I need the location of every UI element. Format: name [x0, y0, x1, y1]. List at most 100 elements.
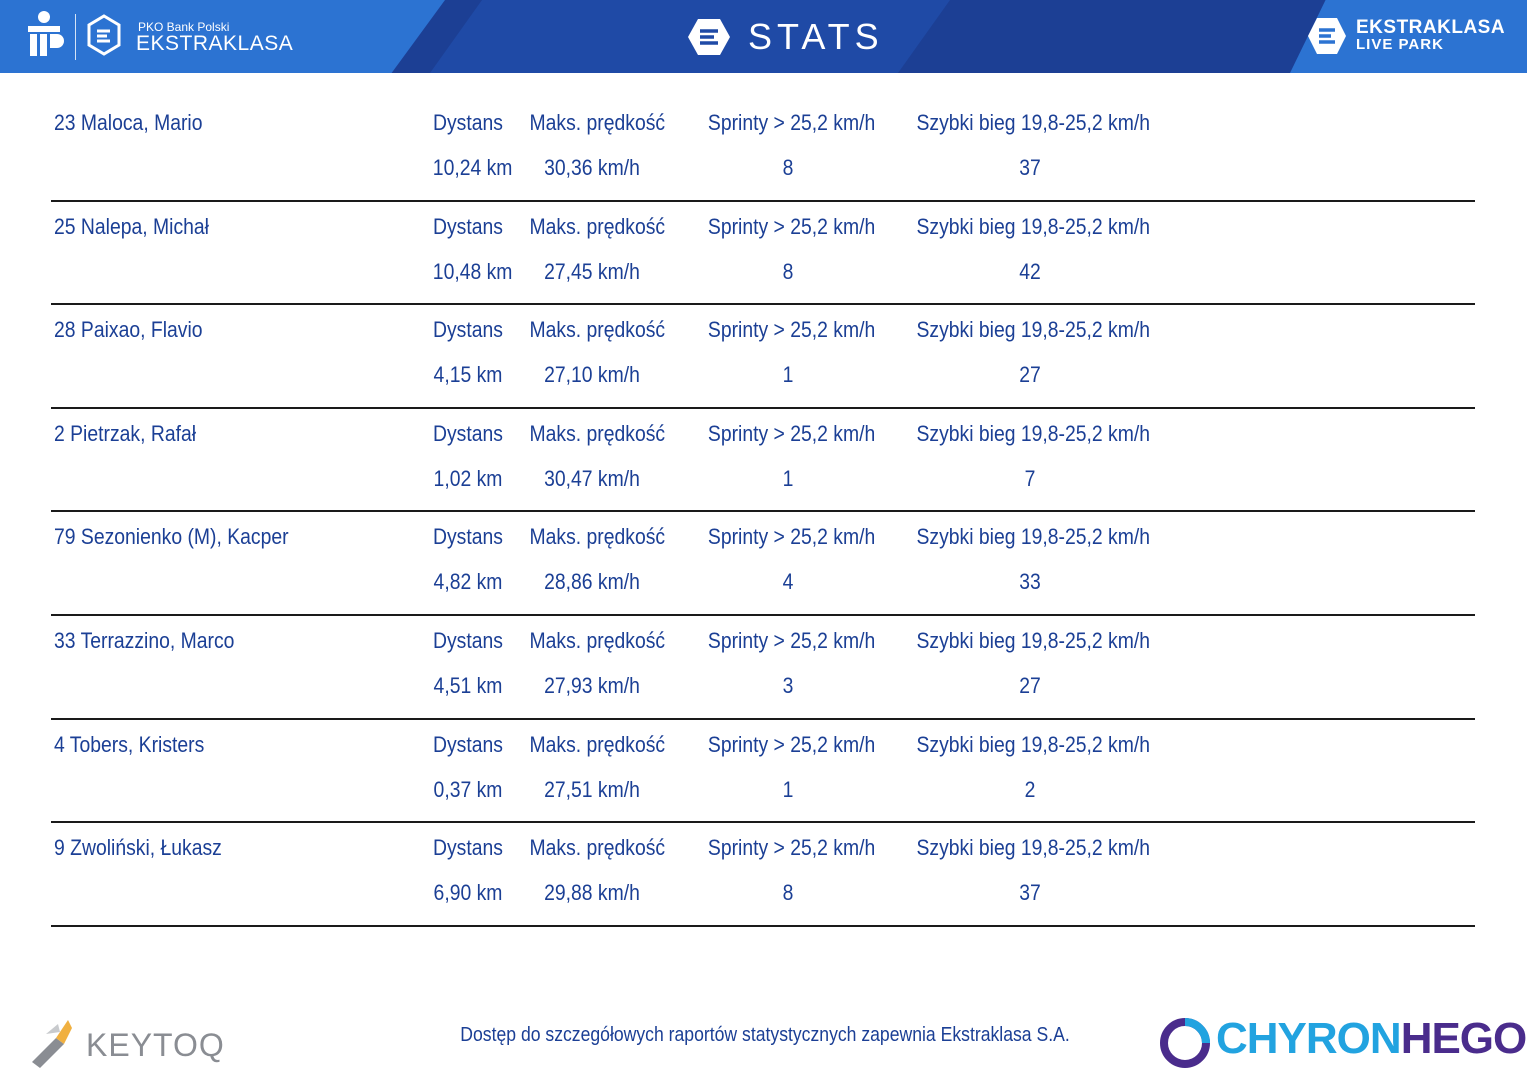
value-distance: 10,48 km — [432, 258, 513, 284]
chyronhego-logo-icon — [1160, 1018, 1210, 1068]
value-sprints: 4 — [782, 569, 794, 595]
chyronhego-brand: CHYRONHEGO — [1216, 1014, 1527, 1064]
header-bar: PKO Bank Polski EKSTRAKLASA STATS EKSTRA… — [0, 0, 1527, 73]
label-sprints: Sprinty > 25,2 km/h — [707, 110, 876, 135]
value-fast-run: 37 — [1019, 155, 1041, 180]
value-fast-run: 27 — [1019, 672, 1041, 698]
table-row: 2 Pietrzak, Rafał Dystans Maks. prędkość Sp… — [51, 409, 1475, 513]
value-max-speed: 30,36 km/h — [544, 155, 640, 180]
value-sprints: 3 — [782, 672, 794, 698]
player-name: 25 Nalepa, Michał — [54, 213, 209, 239]
value-distance: 4,82 km — [433, 569, 503, 595]
label-sprints: Sprinty > 25,2 km/h — [707, 420, 876, 446]
stats-logo-icon — [688, 19, 730, 55]
label-fast-run: Szybki bieg 19,8-25,2 km/h — [916, 317, 1151, 343]
label-sprints: Sprinty > 25,2 km/h — [707, 627, 876, 653]
table-row: 28 Paixao, Flavio Dystans Maks. prędkość Sp… — [51, 305, 1475, 409]
label-distance: Dystans — [433, 524, 503, 550]
label-distance: Dystans — [433, 420, 503, 446]
value-sprints: 8 — [782, 155, 794, 180]
chyronhego-brand-part-b: HEGO — [1400, 1014, 1527, 1063]
value-max-speed: 30,47 km/h — [544, 465, 640, 491]
value-max-speed: 27,93 km/h — [544, 672, 640, 698]
label-fast-run: Szybki bieg 19,8-25,2 km/h — [916, 835, 1151, 861]
ekstraklasa-logo-icon — [87, 14, 121, 56]
value-distance: 4,51 km — [433, 672, 503, 698]
player-name: 28 Paixao, Flavio — [54, 317, 203, 343]
label-max-speed: Maks. prędkość — [529, 110, 666, 135]
header-divider — [75, 14, 76, 60]
player-name: 9 Zwoliński, Łukasz — [54, 835, 222, 861]
value-distance: 6,90 km — [433, 880, 503, 906]
value-sprints: 1 — [782, 776, 794, 802]
keytoq-brand-text: KEYTOQ — [86, 1027, 225, 1063]
value-max-speed: 28,86 km/h — [544, 569, 640, 595]
label-fast-run: Szybki bieg 19,8-25,2 km/h — [916, 627, 1151, 653]
value-fast-run: 7 — [1024, 465, 1036, 491]
value-distance: 10,24 km — [432, 155, 513, 180]
live-park-logo-icon — [1308, 18, 1346, 54]
footer-note: Dostęp do szczegółowych raportów statyst… — [460, 1024, 1070, 1046]
label-fast-run: Szybki bieg 19,8-25,2 km/h — [916, 213, 1151, 239]
value-sprints: 1 — [782, 362, 794, 388]
label-max-speed: Maks. prędkość — [529, 420, 666, 446]
player-name: 79 Sezonienko (M), Kacper — [54, 524, 289, 550]
label-distance: Dystans — [433, 317, 503, 343]
label-max-speed: Maks. prędkość — [529, 627, 666, 653]
label-distance: Dystans — [433, 731, 503, 757]
value-max-speed: 29,88 km/h — [544, 880, 640, 906]
live-park-title: EKSTRAKLASA — [1356, 17, 1506, 38]
live-park-subtitle: LIVE PARK — [1356, 36, 1444, 53]
label-fast-run: Szybki bieg 19,8-25,2 km/h — [916, 420, 1151, 446]
table-row: 9 Zwoliński, Łukasz Dystans Maks. prędkość… — [51, 823, 1475, 927]
player-name: 33 Terrazzino, Marco — [54, 627, 235, 653]
label-sprints: Sprinty > 25,2 km/h — [707, 731, 876, 757]
label-fast-run: Szybki bieg 19,8-25,2 km/h — [916, 110, 1151, 135]
bank-brand-text: EKSTRAKLASA — [136, 32, 294, 55]
chyronhego-brand-part-a: CHYRON — [1216, 1014, 1402, 1063]
value-max-speed: 27,10 km/h — [544, 362, 640, 388]
value-max-speed: 27,51 km/h — [544, 776, 640, 802]
label-max-speed: Maks. prędkość — [529, 524, 666, 550]
table-row: 79 Sezonienko (M), Kacper Dystans Maks. pr… — [51, 512, 1475, 616]
table-row: 4 Tobers, Kristers Dystans Maks. prędkość S… — [51, 720, 1475, 824]
value-sprints: 1 — [782, 465, 794, 491]
value-fast-run: 37 — [1019, 880, 1041, 906]
player-name: 2 Pietrzak, Rafał — [54, 420, 197, 446]
label-distance: Dystans — [433, 213, 503, 239]
value-distance: 0,37 km — [433, 776, 503, 802]
bank-small-text: PKO Bank Polski — [138, 20, 230, 34]
label-max-speed: Maks. prędkość — [529, 317, 666, 343]
label-max-speed: Maks. prędkość — [529, 835, 666, 861]
player-stats-table: 23 Maloca, Mario Dystans Maks. prędkość Spr… — [51, 98, 1475, 927]
pko-bank-logo-icon — [28, 11, 64, 56]
table-row: 23 Maloca, Mario Dystans Maks. prędkość Spr… — [51, 98, 1475, 202]
value-sprints: 8 — [782, 880, 794, 906]
table-row: 33 Terrazzino, Marco Dystans Maks. prędkoś… — [51, 616, 1475, 720]
label-max-speed: Maks. prędkość — [529, 731, 666, 757]
label-sprints: Sprinty > 25,2 km/h — [707, 524, 876, 550]
table-row: 25 Nalepa, Michał Dystans Maks. prędkość Sp… — [51, 202, 1475, 306]
label-sprints: Sprinty > 25,2 km/h — [707, 213, 876, 239]
value-fast-run: 42 — [1019, 258, 1041, 284]
value-fast-run: 33 — [1019, 569, 1041, 595]
value-distance: 4,15 km — [433, 362, 503, 388]
keytoq-logo-icon — [32, 1020, 72, 1068]
label-max-speed: Maks. prędkość — [529, 213, 666, 239]
page-title: STATS — [748, 16, 884, 57]
value-sprints: 8 — [782, 258, 794, 284]
label-fast-run: Szybki bieg 19,8-25,2 km/h — [916, 524, 1151, 550]
value-distance: 1,02 km — [433, 465, 503, 491]
value-fast-run: 27 — [1019, 362, 1041, 388]
label-distance: Dystans — [433, 835, 503, 861]
label-sprints: Sprinty > 25,2 km/h — [707, 317, 876, 343]
value-max-speed: 27,45 km/h — [544, 258, 640, 284]
label-fast-run: Szybki bieg 19,8-25,2 km/h — [916, 731, 1151, 757]
label-distance: Dystans — [433, 627, 503, 653]
player-name: 4 Tobers, Kristers — [54, 731, 205, 757]
header-band-left — [0, 0, 445, 73]
player-name: 23 Maloca, Mario — [54, 110, 203, 135]
label-distance: Dystans — [433, 110, 503, 135]
label-sprints: Sprinty > 25,2 km/h — [707, 835, 876, 861]
value-fast-run: 2 — [1024, 776, 1036, 802]
